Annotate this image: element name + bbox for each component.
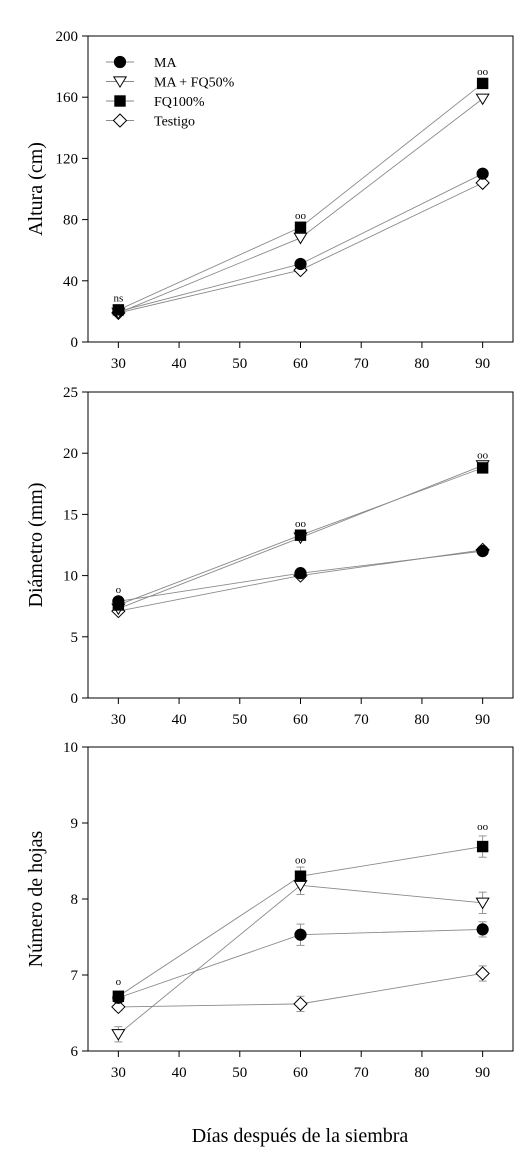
data-point-series-1 [294,928,307,941]
x-tick-label: 60 [293,356,308,372]
legend-marker [112,76,128,89]
x-tick-label: 60 [293,712,308,728]
x-tick-label: 40 [172,712,187,728]
x-tick-label: 90 [475,1065,490,1081]
data-point-series-1 [476,923,489,936]
data-point-series-2 [293,232,308,245]
data-point-series-1 [294,567,307,580]
x-tick-label: 80 [414,712,429,728]
y-tick-label: 5 [71,630,79,646]
x-tick-label: 90 [475,712,490,728]
y-tick-label: 0 [71,691,79,707]
legend-marker [114,95,126,107]
x-tick-label: 40 [172,356,187,372]
y-tick-label: 9 [71,816,79,832]
x-tick-label: 60 [293,1065,308,1081]
x-tick-label: 70 [354,712,369,728]
data-point-series-3 [294,221,307,233]
y-tick-label: 0 [71,335,79,351]
y-tick-label: 120 [56,151,79,167]
data-point-series-3 [112,304,125,316]
significance-label: oo [477,66,489,78]
legend-label: FQ100% [154,95,205,110]
data-point-series-2 [111,1029,126,1041]
x-tick-label: 50 [232,1065,247,1081]
legend-marker [112,113,128,128]
x-tick-label: 70 [354,356,369,372]
data-point-series-3 [294,529,307,541]
significance-label: ns [113,293,123,305]
x-tick-label: 30 [111,356,126,372]
y-axis-title: Número de hojas [25,830,47,967]
x-axis-title: Días después de la siembra [192,1125,409,1147]
x-tick-label: 30 [111,712,126,728]
y-axis-title: Diámetro (mm) [25,483,47,608]
y-tick-label: 200 [56,29,79,45]
significance-label: oo [295,210,307,222]
series-line-4 [118,182,483,314]
data-point-series-3 [476,840,489,853]
legend-label: MA + FQ50% [154,76,235,91]
y-tick-label: 80 [63,213,78,229]
data-point-series-4 [475,966,490,981]
data-point-series-4 [293,996,308,1012]
significance-label: o [116,584,122,596]
significance-label: oo [295,518,307,530]
y-tick-label: 15 [63,507,78,523]
x-tick-label: 80 [414,356,429,372]
data-point-series-1 [476,167,489,180]
plot-frame [87,391,514,699]
data-point-series-1 [476,545,489,558]
data-point-series-3 [112,990,125,1002]
data-point-series-3 [294,870,307,882]
x-tick-label: 40 [172,1065,187,1081]
legend-label: MA [154,56,177,71]
x-tick-label: 30 [111,1065,126,1081]
y-tick-label: 10 [63,740,78,756]
significance-label: oo [477,449,489,461]
chart-panel-1: 0 40 80 120 160 200 30 40 50 60 70 80 90 Altura (cm) n… [25,29,514,372]
significance-label: oo [477,821,489,833]
legend-label: Testigo [154,115,195,130]
x-tick-label: 80 [414,1065,429,1081]
y-tick-label: 40 [63,274,78,290]
data-point-series-4 [475,175,490,191]
data-point-series-2 [475,93,490,106]
data-point-series-3 [112,599,125,611]
y-tick-label: 20 [63,446,78,462]
y-tick-label: 6 [71,1044,79,1060]
x-tick-label: 50 [232,356,247,372]
data-point-series-3 [476,462,489,474]
data-point-series-1 [294,257,307,271]
x-tick-label: 90 [475,356,490,372]
legend: MA MA + FQ50% FQ100% Testigo [106,55,235,130]
y-tick-label: 10 [63,569,78,585]
data-point-series-2 [475,897,490,910]
data-point-series-4 [111,999,126,1015]
y-tick-label: 7 [71,968,79,984]
series-line-2 [118,98,483,314]
significance-label: o [116,976,122,988]
x-tick-label: 70 [354,1065,369,1081]
x-tick-label: 50 [232,712,247,728]
y-tick-label: 8 [71,892,79,908]
y-axis-title: Altura (cm) [25,142,47,236]
significance-label: oo [295,854,307,866]
y-tick-label: 25 [63,385,78,401]
data-point-series-3 [476,77,489,90]
legend-marker [113,55,127,69]
plot-frame [87,35,514,343]
y-tick-label: 160 [56,90,79,106]
